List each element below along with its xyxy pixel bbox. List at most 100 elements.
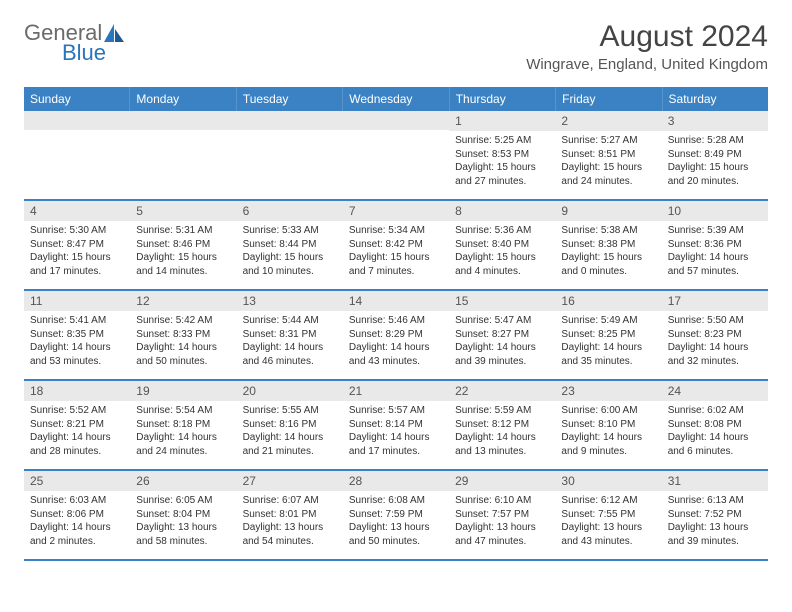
day-cell: 15Sunrise: 5:47 AMSunset: 8:27 PMDayligh… [449,291,555,379]
day-content: Sunrise: 5:27 AMSunset: 8:51 PMDaylight:… [555,131,661,194]
day-number: 2 [555,111,661,131]
day-line-ss: Sunset: 8:14 PM [349,418,443,432]
day-content: Sunrise: 5:50 AMSunset: 8:23 PMDaylight:… [662,311,768,374]
logo-sail-icon [104,24,126,47]
day-header-wednesday: Wednesday [343,87,449,111]
day-line-sr: Sunrise: 5:54 AM [136,404,230,418]
day-line-d1: Daylight: 14 hours [561,431,655,445]
day-number: 1 [449,111,555,131]
day-line-sr: Sunrise: 6:13 AM [668,494,762,508]
day-line-d2: and 21 minutes. [243,445,337,459]
day-line-d2: and 32 minutes. [668,355,762,369]
day-line-d1: Daylight: 13 hours [243,521,337,535]
day-line-d2: and 20 minutes. [668,175,762,189]
day-line-d1: Daylight: 15 hours [668,161,762,175]
day-line-ss: Sunset: 8:27 PM [455,328,549,342]
logo-text-blue: Blue [62,40,106,66]
day-line-d2: and 13 minutes. [455,445,549,459]
day-cell: 11Sunrise: 5:41 AMSunset: 8:35 PMDayligh… [24,291,130,379]
day-line-d2: and 6 minutes. [668,445,762,459]
day-line-sr: Sunrise: 5:31 AM [136,224,230,238]
day-cell: 28Sunrise: 6:08 AMSunset: 7:59 PMDayligh… [343,471,449,559]
day-content: Sunrise: 6:08 AMSunset: 7:59 PMDaylight:… [343,491,449,554]
day-cell: 12Sunrise: 5:42 AMSunset: 8:33 PMDayligh… [130,291,236,379]
day-content: Sunrise: 5:33 AMSunset: 8:44 PMDaylight:… [237,221,343,284]
day-content: Sunrise: 5:55 AMSunset: 8:16 PMDaylight:… [237,401,343,464]
day-line-d1: Daylight: 15 hours [243,251,337,265]
day-line-d2: and 17 minutes. [349,445,443,459]
day-cell: 8Sunrise: 5:36 AMSunset: 8:40 PMDaylight… [449,201,555,289]
day-line-d1: Daylight: 14 hours [243,341,337,355]
day-line-sr: Sunrise: 5:52 AM [30,404,124,418]
day-header-thursday: Thursday [450,87,556,111]
day-line-sr: Sunrise: 6:02 AM [668,404,762,418]
weeks-container: 1Sunrise: 5:25 AMSunset: 8:53 PMDaylight… [24,111,768,561]
day-header-sunday: Sunday [24,87,130,111]
day-cell: 1Sunrise: 5:25 AMSunset: 8:53 PMDaylight… [449,111,555,199]
day-line-sr: Sunrise: 5:57 AM [349,404,443,418]
day-line-ss: Sunset: 8:23 PM [668,328,762,342]
day-line-sr: Sunrise: 6:10 AM [455,494,549,508]
day-line-d2: and 46 minutes. [243,355,337,369]
day-line-d1: Daylight: 14 hours [136,341,230,355]
day-line-d2: and 27 minutes. [455,175,549,189]
day-line-d1: Daylight: 15 hours [455,161,549,175]
day-line-d1: Daylight: 14 hours [668,341,762,355]
day-line-d1: Daylight: 15 hours [561,161,655,175]
day-cell: 14Sunrise: 5:46 AMSunset: 8:29 PMDayligh… [343,291,449,379]
day-number: 20 [237,381,343,401]
header: General Blue August 2024 Wingrave, Engla… [24,20,768,73]
day-cell [24,111,130,199]
day-content: Sunrise: 5:54 AMSunset: 8:18 PMDaylight:… [130,401,236,464]
day-cell [237,111,343,199]
day-cell: 22Sunrise: 5:59 AMSunset: 8:12 PMDayligh… [449,381,555,469]
day-content: Sunrise: 6:07 AMSunset: 8:01 PMDaylight:… [237,491,343,554]
day-number: 25 [24,471,130,491]
day-line-d2: and 17 minutes. [30,265,124,279]
day-line-d1: Daylight: 15 hours [30,251,124,265]
day-number: 14 [343,291,449,311]
day-content: Sunrise: 5:49 AMSunset: 8:25 PMDaylight:… [555,311,661,374]
day-line-ss: Sunset: 8:44 PM [243,238,337,252]
day-line-d1: Daylight: 15 hours [136,251,230,265]
day-cell: 16Sunrise: 5:49 AMSunset: 8:25 PMDayligh… [555,291,661,379]
day-line-d1: Daylight: 14 hours [455,341,549,355]
day-cell: 4Sunrise: 5:30 AMSunset: 8:47 PMDaylight… [24,201,130,289]
day-content: Sunrise: 6:13 AMSunset: 7:52 PMDaylight:… [662,491,768,554]
day-line-ss: Sunset: 8:21 PM [30,418,124,432]
day-line-sr: Sunrise: 5:38 AM [561,224,655,238]
day-line-ss: Sunset: 8:38 PM [561,238,655,252]
day-line-d1: Daylight: 13 hours [455,521,549,535]
day-content: Sunrise: 6:03 AMSunset: 8:06 PMDaylight:… [24,491,130,554]
day-line-d2: and 7 minutes. [349,265,443,279]
day-line-d1: Daylight: 14 hours [30,431,124,445]
day-number: 7 [343,201,449,221]
day-line-sr: Sunrise: 5:47 AM [455,314,549,328]
day-number [130,111,236,130]
day-line-sr: Sunrise: 6:03 AM [30,494,124,508]
day-line-ss: Sunset: 8:18 PM [136,418,230,432]
day-content: Sunrise: 5:25 AMSunset: 8:53 PMDaylight:… [449,131,555,194]
day-line-d1: Daylight: 14 hours [455,431,549,445]
day-cell: 29Sunrise: 6:10 AMSunset: 7:57 PMDayligh… [449,471,555,559]
day-line-sr: Sunrise: 5:50 AM [668,314,762,328]
day-line-d2: and 28 minutes. [30,445,124,459]
day-line-d2: and 39 minutes. [455,355,549,369]
day-line-d2: and 2 minutes. [30,535,124,549]
day-line-ss: Sunset: 8:16 PM [243,418,337,432]
location-text: Wingrave, England, United Kingdom [526,56,768,73]
day-line-d1: Daylight: 14 hours [136,431,230,445]
day-line-d2: and 0 minutes. [561,265,655,279]
logo: General Blue [24,20,134,64]
day-number: 23 [555,381,661,401]
day-number: 4 [24,201,130,221]
day-line-sr: Sunrise: 5:49 AM [561,314,655,328]
day-cell: 10Sunrise: 5:39 AMSunset: 8:36 PMDayligh… [662,201,768,289]
day-line-d2: and 10 minutes. [243,265,337,279]
day-line-d2: and 43 minutes. [349,355,443,369]
day-cell: 2Sunrise: 5:27 AMSunset: 8:51 PMDaylight… [555,111,661,199]
day-line-sr: Sunrise: 5:28 AM [668,134,762,148]
day-cell: 19Sunrise: 5:54 AMSunset: 8:18 PMDayligh… [130,381,236,469]
day-line-d2: and 50 minutes. [136,355,230,369]
day-number: 16 [555,291,661,311]
